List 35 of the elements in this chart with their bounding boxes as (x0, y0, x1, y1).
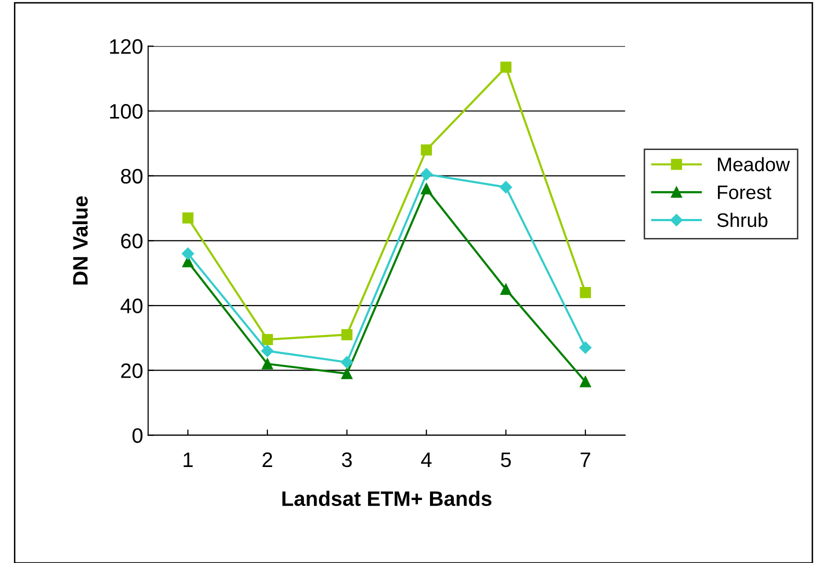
point (500, 62, 512, 73)
point (579, 342, 592, 354)
y-tick-label: 80 (121, 168, 142, 184)
point (580, 376, 591, 388)
x-tick-label: 1 (184, 452, 193, 467)
point (340, 356, 353, 368)
point (500, 284, 512, 295)
point (341, 329, 352, 340)
point (420, 183, 432, 194)
point (261, 344, 274, 358)
point (182, 212, 194, 224)
point (580, 287, 591, 298)
y-tick-label: 120 (110, 39, 142, 54)
x-tick-label: 7 (580, 452, 590, 467)
point (262, 334, 273, 346)
y-tick-label: 60 (121, 234, 142, 248)
y-axis-title: DN Value (72, 196, 88, 284)
x-axis-title: Landsat ETM+ Bands (282, 490, 492, 506)
legend-label: Meadow (718, 157, 790, 172)
x-tick-label: 2 (262, 452, 272, 467)
y-tick-label: 20 (121, 363, 142, 378)
legend-label: Forest (718, 186, 772, 200)
point (420, 168, 432, 180)
x-tick-label: 4 (421, 452, 432, 467)
y-tick-label: 0 (132, 428, 142, 443)
x-tick-label: 5 (500, 452, 511, 468)
point (182, 248, 194, 260)
point (341, 368, 352, 380)
y-tick-label: 40 (120, 298, 142, 314)
point (262, 358, 273, 370)
y-tick-label: 100 (110, 104, 142, 119)
point (420, 144, 432, 156)
legend-label: Shrub (717, 212, 768, 228)
point (500, 181, 512, 194)
x-tick-label: 3 (342, 452, 352, 468)
